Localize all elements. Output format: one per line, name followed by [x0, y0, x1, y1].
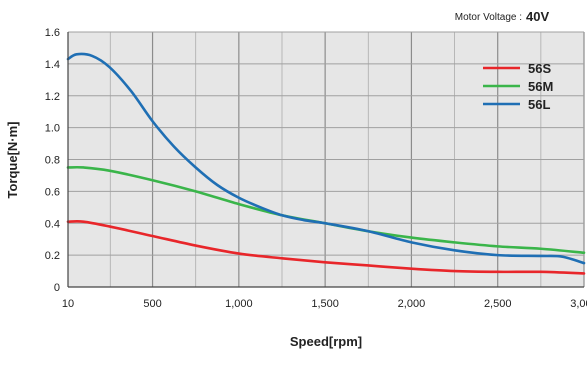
motor-voltage-value: 40V: [526, 9, 549, 24]
y-tick-label: 1.2: [45, 91, 60, 103]
x-tick-label: 2,000: [398, 298, 426, 310]
series-line-56s: [66, 220, 586, 275]
legend-label-56m: 56M: [528, 79, 553, 94]
y-tick-labels: 0 0.2 0.4 0.6 0.8 1.0 1.2 1.4 1.6: [45, 27, 60, 294]
x-tick-label: 1,500: [311, 298, 339, 310]
y-tick-label: 0.6: [45, 186, 60, 198]
y-tick-label: 0.4: [45, 218, 60, 230]
y-tick-label: 0: [54, 282, 60, 294]
y-axis-title: Torque[N·m]: [5, 121, 20, 198]
legend: 56S 56M 56L: [483, 61, 553, 112]
x-tick-label: 1,000: [225, 298, 253, 310]
x-axis-title: Speed[rpm]: [290, 334, 362, 349]
y-tick-label: 1.4: [45, 59, 60, 71]
x-tick-label: 500: [143, 298, 161, 310]
legend-label-56l: 56L: [528, 97, 550, 112]
y-tick-label: 0.2: [45, 250, 60, 262]
x-tick-labels: 10 500 1,000 1,500 2,000 2,500 3,000: [62, 298, 587, 310]
x-tick-label: 2,500: [484, 298, 512, 310]
series-line-56l: [66, 52, 586, 265]
series-lines: [66, 52, 586, 275]
x-tick-label: 3,000: [570, 298, 587, 310]
y-tick-label: 1.0: [45, 123, 60, 135]
axes: [67, 32, 584, 288]
y-tick-label: 0.8: [45, 155, 60, 167]
x-tick-label: 10: [62, 298, 74, 310]
y-tick-label: 1.6: [45, 27, 60, 39]
legend-label-56s: 56S: [528, 61, 551, 76]
grid: [68, 31, 585, 287]
motor-voltage-label: Motor Voltage :: [455, 12, 522, 23]
